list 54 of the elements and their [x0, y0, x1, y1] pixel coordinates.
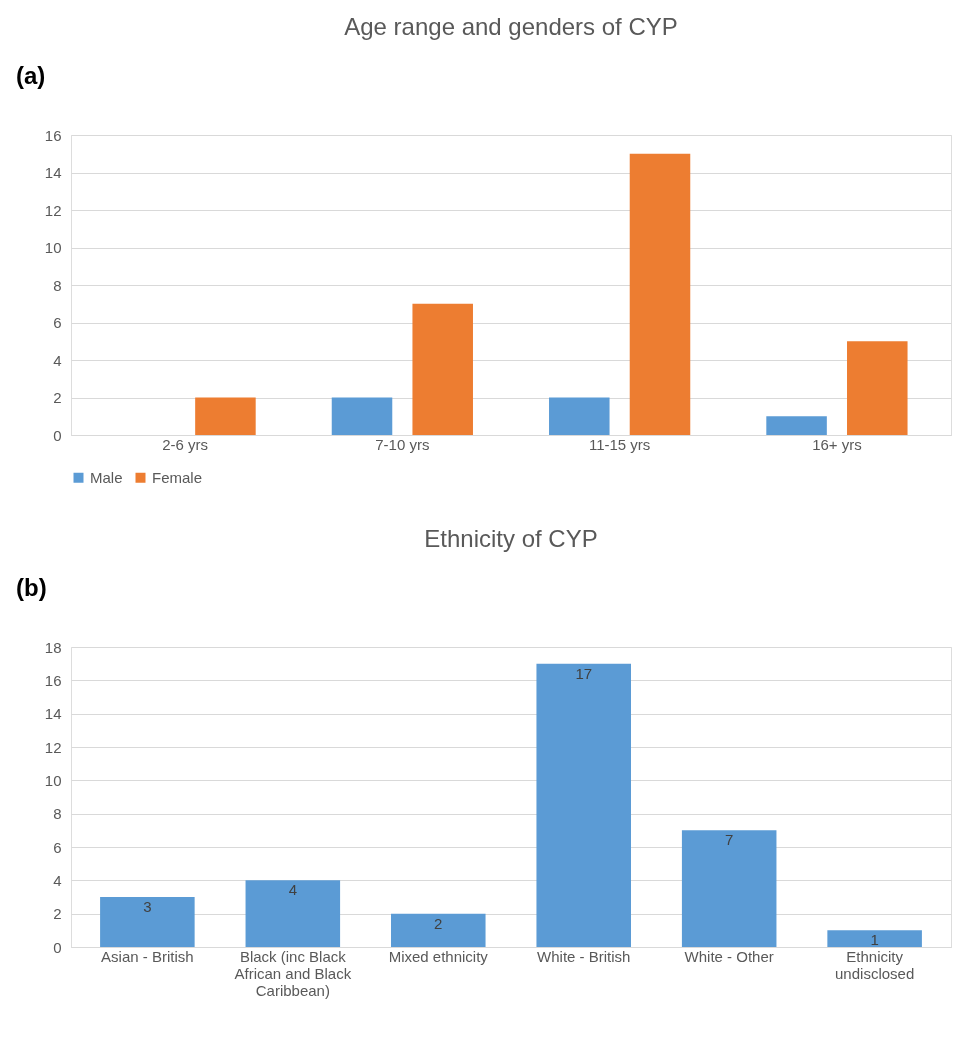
data-label: 1	[870, 931, 879, 949]
x-tick-label: White - Other	[684, 947, 774, 965]
bar	[681, 830, 777, 947]
y-tick-label: 14	[44, 705, 62, 723]
y-tick-label: 16	[44, 126, 62, 144]
x-tick-label: 16+ yrs	[812, 435, 862, 453]
bar	[847, 341, 908, 435]
x-tick-label: Ethnicity undisclosed	[835, 947, 915, 982]
bar	[536, 663, 631, 947]
bar	[391, 913, 486, 947]
bar	[412, 303, 473, 435]
x-tick-label: Mixed ethnicity	[388, 947, 489, 965]
bar	[100, 897, 195, 947]
data-label: 7	[725, 831, 734, 849]
chart-title: Ethnicity of CYP	[424, 525, 598, 552]
data-label: 2	[434, 914, 443, 932]
x-tick-label: 2-6 yrs	[162, 435, 208, 453]
y-tick-label: 8	[53, 805, 62, 823]
y-tick-label: 4	[53, 871, 62, 889]
y-tick-label: 18	[44, 638, 62, 656]
text: (b)	[16, 574, 47, 601]
bar	[331, 397, 393, 435]
y-tick-label: 12	[44, 738, 62, 756]
bar	[827, 930, 922, 947]
y-tick-label: 0	[53, 938, 62, 956]
y-tick-label: 8	[53, 276, 62, 294]
y-tick-label: 10	[44, 771, 62, 789]
legend-label: Male	[90, 468, 123, 486]
data-label: 17	[575, 664, 593, 682]
y-tick-label: 2	[53, 905, 62, 923]
bar	[245, 880, 341, 947]
y-tick-label: 6	[53, 838, 62, 856]
text: (a)	[16, 62, 46, 89]
bar	[629, 153, 691, 435]
bar	[549, 397, 610, 435]
y-tick-label: 14	[44, 164, 62, 181]
y-tick-label: 12	[44, 201, 62, 219]
y-tick-label: 4	[53, 351, 62, 369]
legend-label: Female	[152, 468, 203, 486]
y-tick-label: 6	[53, 314, 62, 331]
x-tick-label: 11-15 yrs	[588, 435, 651, 453]
chart-title: Age range and genders of CYP	[344, 13, 678, 40]
data-label: 4	[288, 881, 297, 899]
x-tick-label: Black (inc Black African and Black Caribbean)	[234, 947, 352, 999]
x-tick-label: White - British	[537, 947, 631, 965]
y-tick-label: 0	[53, 426, 62, 444]
y-tick-label: 16	[44, 671, 62, 689]
y-tick-label: 10	[44, 239, 62, 256]
bar	[766, 416, 827, 435]
x-tick-label: Asian - British	[101, 947, 194, 965]
bar	[195, 397, 256, 435]
data-label: 3	[143, 898, 152, 915]
y-tick-label: 2	[53, 389, 62, 406]
x-tick-label: 7-10 yrs	[375, 435, 430, 453]
